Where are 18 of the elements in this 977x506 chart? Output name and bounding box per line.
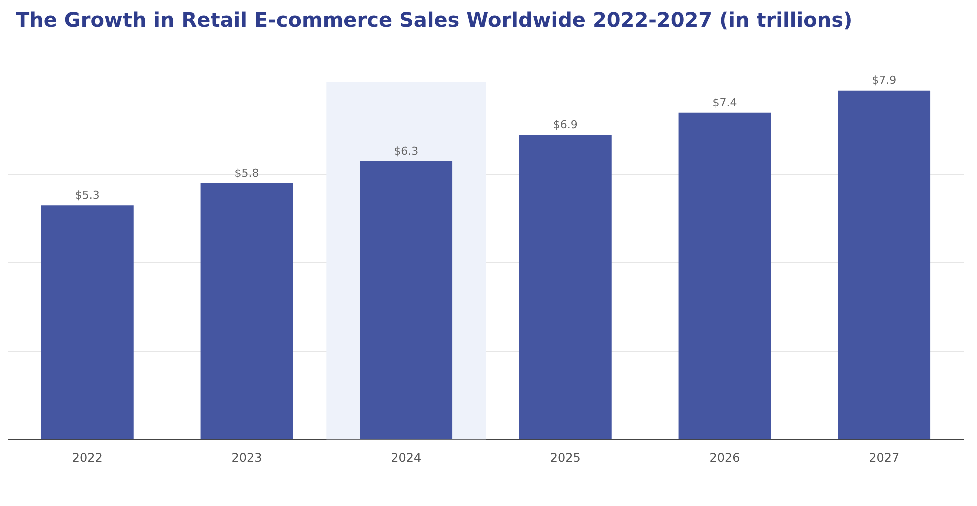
bar (41, 206, 134, 440)
x-tick-label: 2024 (391, 450, 422, 465)
data-label: $6.9 (553, 118, 578, 132)
data-label: $6.3 (394, 144, 419, 158)
x-tick-label: 2023 (232, 450, 262, 465)
chart-title: The Growth in Retail E-commerce Sales Worldwide 2022-2027 (in trillions) (16, 8, 854, 32)
x-tick-label: 2026 (710, 450, 740, 465)
bar (838, 90, 931, 440)
bar (519, 134, 612, 440)
data-label: $7.9 (872, 74, 897, 88)
bar (678, 112, 772, 440)
bar (200, 184, 294, 440)
x-tick-label: 2027 (869, 450, 900, 465)
x-tick-label: 2022 (72, 450, 103, 465)
data-label: $5.3 (75, 188, 100, 202)
x-tick-label: 2025 (550, 450, 581, 465)
data-label: $7.4 (712, 96, 738, 110)
data-label: $5.8 (234, 166, 260, 180)
